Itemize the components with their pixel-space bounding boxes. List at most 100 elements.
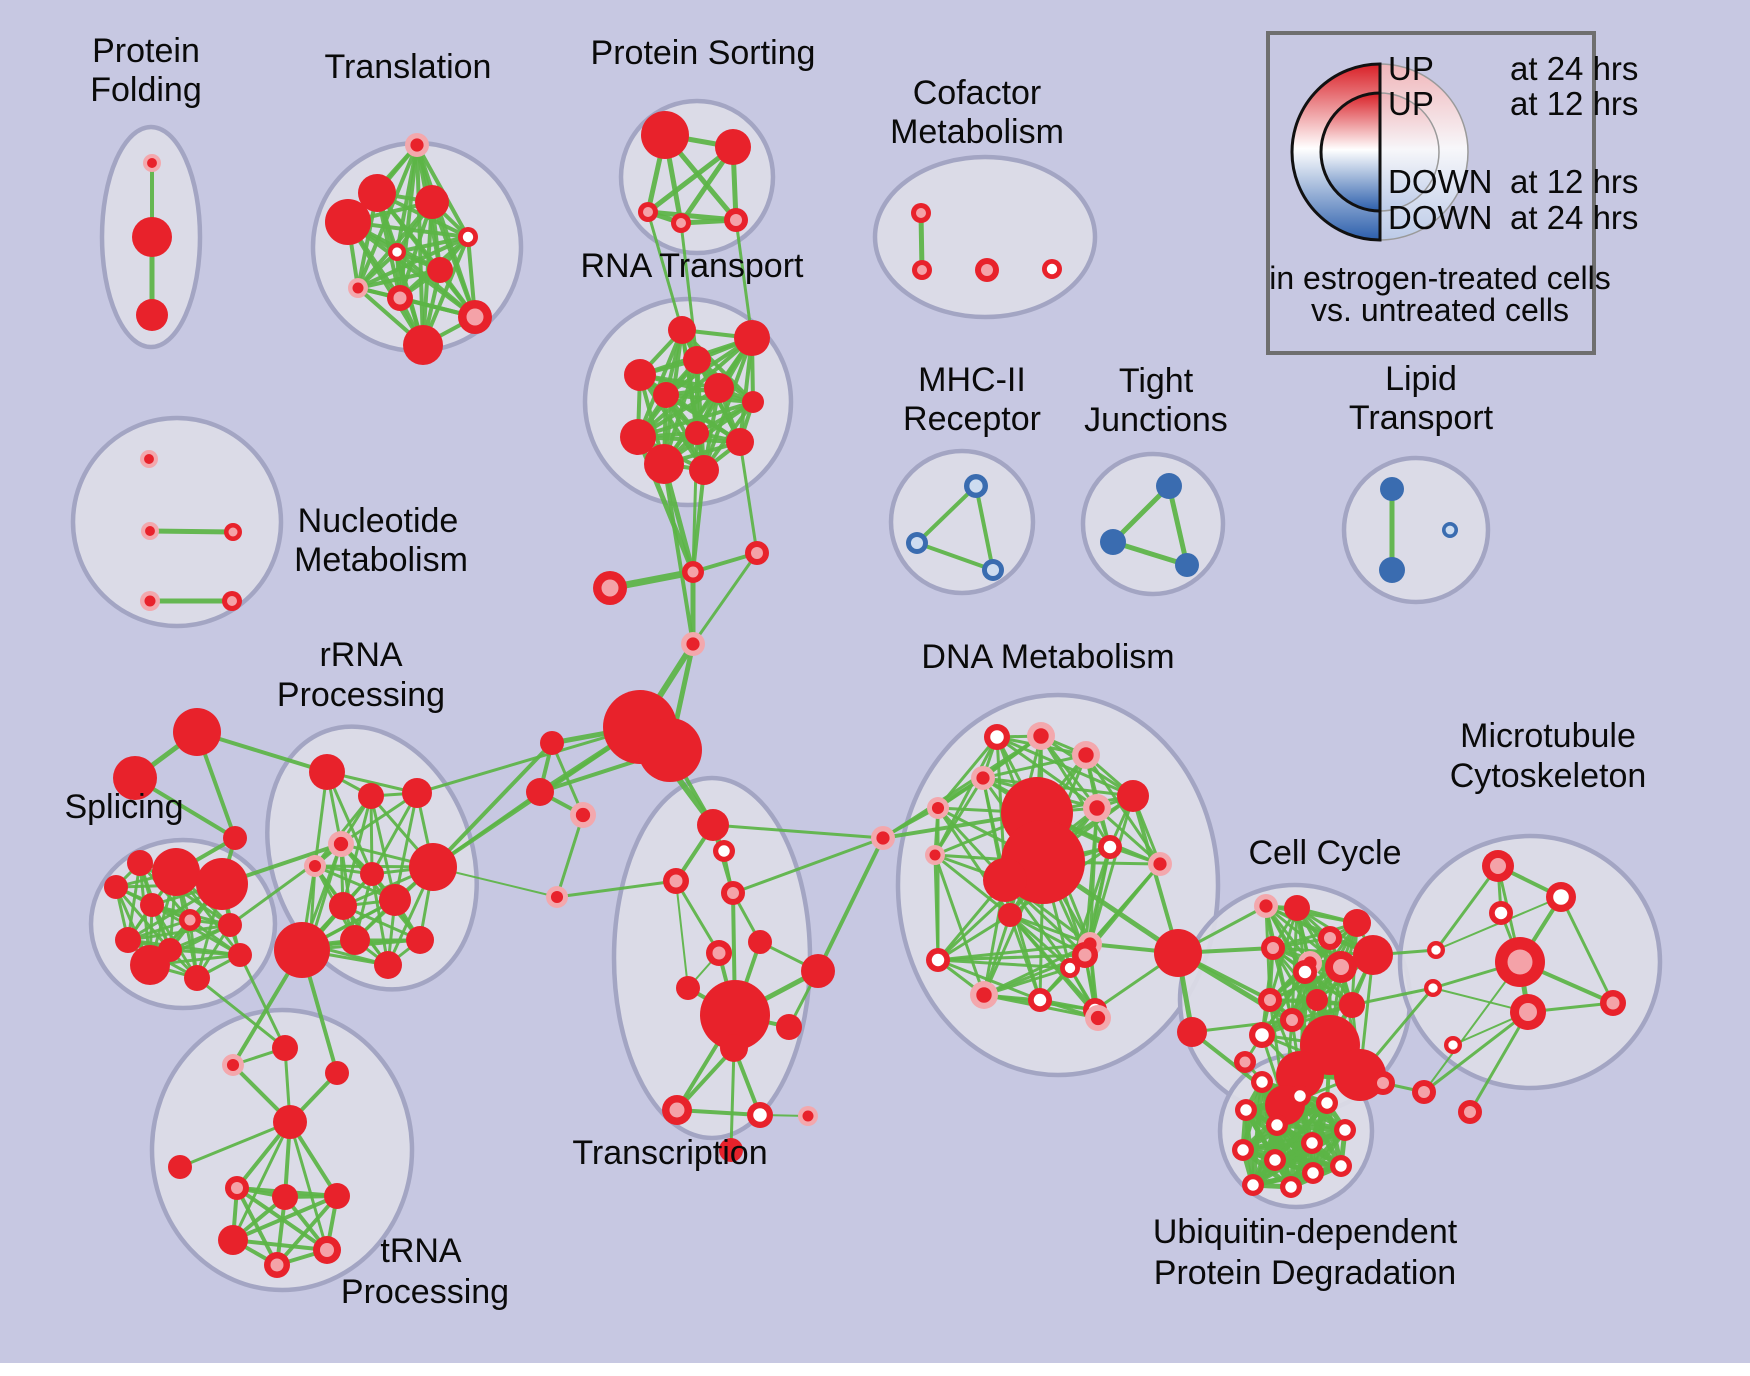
network-node <box>1098 835 1122 859</box>
network-node <box>143 154 161 172</box>
network-node <box>1072 942 1098 968</box>
cluster-label-rna-transport: RNA Transport <box>581 247 805 285</box>
network-edge <box>691 551 759 646</box>
network-edge <box>430 200 477 319</box>
network-node <box>388 243 406 261</box>
network-node <box>274 922 330 978</box>
network-edge <box>1039 734 1099 810</box>
network-node <box>748 930 772 954</box>
network-edge <box>235 1186 279 1267</box>
network-edge <box>729 1046 736 1152</box>
cluster-label-protein-folding: Folding <box>90 71 202 109</box>
cluster-label-transcription: Transcription <box>572 1134 767 1172</box>
network-edge <box>288 1120 329 1252</box>
network-edge <box>550 741 585 817</box>
legend-time-label: at 12 hrs <box>1510 163 1638 200</box>
network-node <box>526 778 554 806</box>
network-node <box>1379 557 1405 583</box>
network-node <box>272 1035 298 1061</box>
network-node <box>704 373 734 403</box>
network-edge <box>231 1238 329 1252</box>
legend-note-line: vs. untreated cells <box>1311 292 1569 328</box>
network-edge <box>995 735 1099 810</box>
network-node <box>113 756 157 800</box>
network-edge <box>734 218 754 340</box>
network-edge <box>1083 806 1099 957</box>
network-node <box>196 858 248 910</box>
network-edge <box>1422 1010 1530 1094</box>
network-edge <box>370 872 390 967</box>
network-edge <box>431 741 554 869</box>
network-node <box>641 111 689 159</box>
network-node <box>406 926 434 954</box>
network-node <box>1330 1155 1352 1177</box>
cluster-label-mhc-ii-receptor: MHC-II <box>918 361 1026 399</box>
legend-box <box>1266 31 1596 355</box>
cluster-label-nucleotide-metabolism: Metabolism <box>294 541 468 579</box>
network-node <box>1154 929 1202 977</box>
network-node <box>570 802 596 828</box>
network-node <box>975 258 999 282</box>
legend-direction-label: DOWN <box>1388 199 1492 236</box>
network-node <box>1424 979 1442 997</box>
network-node <box>387 285 413 311</box>
network-node <box>1175 553 1199 577</box>
network-node <box>403 325 443 365</box>
cluster-ellipse-cofactor-metabolism <box>872 154 1098 320</box>
network-edge <box>731 836 885 895</box>
network-node <box>127 850 153 876</box>
network-node <box>971 766 995 790</box>
network-node <box>222 1054 244 1076</box>
network-node <box>1100 529 1126 555</box>
network-node <box>638 718 702 782</box>
network-node <box>1249 1022 1275 1048</box>
network-node <box>593 571 627 605</box>
network-node <box>1072 741 1100 769</box>
network-node <box>140 893 164 917</box>
network-node <box>1251 1071 1273 1093</box>
network-node <box>273 1105 307 1139</box>
network-node <box>325 199 371 245</box>
network-node <box>1156 473 1182 499</box>
network-edge <box>936 958 1072 970</box>
network-node <box>1028 988 1052 1012</box>
network-node <box>1242 1174 1264 1196</box>
network-node <box>458 227 478 247</box>
network-node <box>1442 522 1458 538</box>
cluster-ellipse-mhc-ii-receptor <box>888 448 1036 596</box>
network-edge <box>933 853 940 962</box>
cluster-label-ubiquitin-degradation: Protein Degradation <box>1154 1254 1456 1292</box>
network-node <box>683 346 711 374</box>
network-node <box>1284 895 1310 921</box>
network-node <box>1261 936 1285 960</box>
network-node <box>1489 901 1513 925</box>
cluster-ellipse-lipid-transport <box>1341 455 1491 605</box>
cluster-label-lipid-transport: Transport <box>1349 399 1494 437</box>
legend-time-label: at 12 hrs <box>1510 85 1638 122</box>
network-node <box>358 174 396 212</box>
network-node <box>747 1102 773 1128</box>
cluster-label-mhc-ii-receptor: Receptor <box>903 400 1041 438</box>
network-node <box>223 826 247 850</box>
network-node <box>1302 1162 1324 1184</box>
network-edge <box>1110 483 1172 545</box>
network-node <box>671 213 691 233</box>
network-node <box>685 421 709 445</box>
network-node <box>998 903 1022 927</box>
cluster-ellipse-nucleotide-metabolism <box>70 415 284 629</box>
network-node <box>304 855 326 877</box>
network-node <box>745 541 769 565</box>
network-edge <box>126 923 232 942</box>
network-node <box>328 831 354 857</box>
legend-note-line: in estrogen-treated cells <box>1269 260 1611 296</box>
network-node <box>1510 994 1546 1030</box>
network-node <box>1353 935 1393 975</box>
network-node <box>697 809 729 841</box>
network-edge <box>1271 921 1359 950</box>
cluster-label-rrna-processing: Processing <box>277 676 445 714</box>
network-node <box>222 591 242 611</box>
network-node <box>309 754 345 790</box>
network-node <box>1148 852 1172 876</box>
network-node <box>1042 259 1062 279</box>
